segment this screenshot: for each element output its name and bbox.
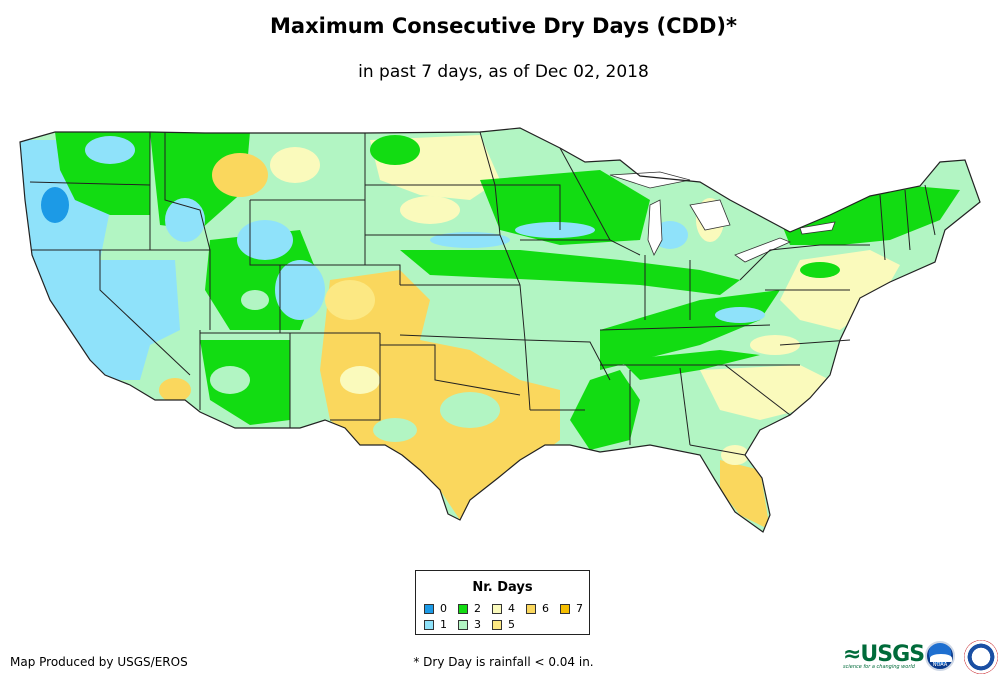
legend-item-1: 1 [424,618,447,631]
region-6-days-mt [212,153,268,197]
legend-item-7: 7 [560,602,583,615]
region-6-days-fl [720,460,770,530]
border-wi [559,147,641,256]
border-nh-me [924,184,936,236]
lake-ontario [799,221,836,235]
border-al-ga [679,367,691,446]
usgs-logo: ≈USGS science for a changing world [843,642,925,670]
border-ga-sc [724,364,791,416]
region-6-days-sw-az [159,378,191,402]
region-4-days-sd [400,196,460,224]
legend-label-3: 3 [474,618,481,631]
border-mo-ar [524,339,611,381]
nws-logo [964,640,998,674]
border-ca-nv [99,250,191,376]
dry-day-footnote: * Dry Day is rainfall < 0.04 in. [413,655,594,669]
legend-item-6: 6 [526,602,549,615]
region-1-day-id [165,198,205,242]
region-3-days-ut [241,290,269,310]
state-boundaries [19,127,981,533]
legend-item-2: 2 [458,602,481,615]
legend-item-3: 3 [458,618,481,631]
map-subtitle: in past 7 days, as of Dec 02, 2018 [358,62,649,82]
legend-label-5: 5 [508,618,515,631]
lake-superior [609,171,691,189]
border-plains-east [479,131,531,411]
legend-swatch-1 [424,619,434,630]
legend-swatch-4 [492,603,502,614]
legend-label-6: 6 [542,602,549,615]
legend-swatch-7 [560,603,570,614]
map-title: Maximum Consecutive Dry Days (CDD)* [270,14,737,38]
region-1-day-co [275,260,325,320]
lake-erie [734,237,792,263]
legend-swatch-5 [492,619,502,630]
border-va-nc [779,339,851,346]
region-2-days-nd-w [370,135,420,165]
legend-title: Nr. Days [472,580,533,595]
border-id-mt [164,132,211,251]
region-4-days-mt-e [270,147,320,183]
great-lakes [609,171,836,263]
border-ga-fl [689,444,746,456]
region-2-days-pa [800,262,840,278]
usgs-logo-tagline: science for a changing world [843,664,915,670]
border-ok-tx [380,344,521,396]
region-1-day-wv [715,307,765,323]
border-ks-ok [399,334,526,341]
legend-item-5: 5 [492,618,515,631]
usgs-logo-mark: ≈USGS [843,642,925,667]
legend-label-4: 4 [508,602,515,615]
border-co-plains [364,133,401,285]
region-0-day-wa [41,187,69,223]
noaa-logo: NOAA [925,641,955,671]
legend: Nr. Days 0 1 2 3 4 5 6 7 [415,570,590,635]
border-vt-nh [904,189,911,251]
noaa-bird-icon [930,654,952,662]
legend-swatch-2 [458,603,468,614]
border-ky-tn [599,324,771,331]
region-5-days-co-ks [325,280,375,320]
legend-swatch-6 [526,603,536,614]
border-ny-vt [879,194,886,261]
border-mn-ia [495,184,561,230]
region-4-days-nc [750,335,800,355]
legend-label-2: 2 [474,602,481,615]
region-1-day-ne [430,232,510,248]
legend-label-7: 7 [576,602,583,615]
region-2-days-central [400,250,740,295]
legend-item-4: 4 [492,602,515,615]
legend-swatch-0 [424,603,434,614]
legend-label-0: 0 [440,602,447,615]
region-3-days-tx-e [440,392,500,428]
border-wa-or [29,181,151,186]
legend-item-0: 0 [424,602,447,615]
noaa-logo-text: NOAA [932,662,948,668]
region-4-days-nm [340,366,380,394]
legend-swatch-3 [458,619,468,630]
region-4-days-fl-n [721,445,749,465]
region-1-day-ia [515,222,595,238]
region-1-day-wy [237,220,293,260]
us-outline [19,127,981,533]
border-oh-pa [739,244,821,281]
region-4-days-carolinas [700,365,830,420]
region-1-day-n-wa [85,136,135,164]
lake-michigan [647,199,663,256]
region-2-days-ms-valley [570,370,640,450]
region-3-days-me [922,156,958,184]
map-credit: Map Produced by USGS/EROS [10,655,188,669]
region-1-day-nv [132,273,168,297]
region-3-days-az [210,366,250,394]
region-3-days-tx-w [373,418,417,442]
border-nm-tx [330,333,381,421]
lake-huron [689,199,731,231]
legend-label-1: 1 [440,618,447,631]
